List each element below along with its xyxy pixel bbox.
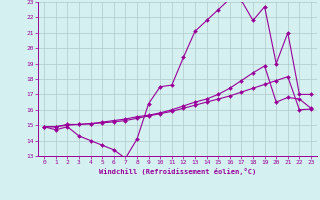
X-axis label: Windchill (Refroidissement éolien,°C): Windchill (Refroidissement éolien,°C)	[99, 168, 256, 175]
